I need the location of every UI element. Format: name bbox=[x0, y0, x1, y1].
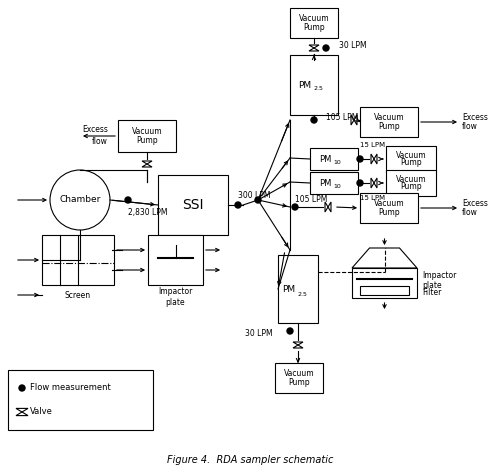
Text: PM: PM bbox=[282, 284, 295, 293]
Text: Excess: Excess bbox=[462, 199, 488, 208]
Bar bbox=[118, 120, 176, 152]
Text: Impactor
plate: Impactor plate bbox=[422, 271, 456, 290]
Bar bbox=[310, 172, 358, 194]
Circle shape bbox=[311, 117, 317, 123]
Bar bbox=[386, 170, 436, 196]
Text: 15 LPM: 15 LPM bbox=[360, 142, 385, 148]
Text: Vacuum: Vacuum bbox=[396, 174, 426, 184]
Text: flow: flow bbox=[92, 138, 108, 147]
Text: PM: PM bbox=[318, 179, 331, 188]
Text: Pump: Pump bbox=[303, 23, 325, 32]
Text: Filter: Filter bbox=[422, 288, 442, 297]
Bar bbox=[310, 148, 358, 170]
Text: Pump: Pump bbox=[378, 122, 400, 131]
Bar bbox=[360, 286, 409, 295]
Bar bbox=[386, 146, 436, 172]
Circle shape bbox=[235, 202, 241, 208]
Text: Vacuum: Vacuum bbox=[374, 199, 404, 208]
Text: 105 LPM: 105 LPM bbox=[295, 195, 328, 204]
Circle shape bbox=[292, 204, 298, 210]
Bar bbox=[278, 255, 318, 323]
Text: 10: 10 bbox=[333, 183, 341, 188]
Text: Excess: Excess bbox=[82, 125, 108, 134]
Circle shape bbox=[19, 385, 25, 391]
Text: Figure 4.  RDA sampler schematic: Figure 4. RDA sampler schematic bbox=[167, 455, 333, 465]
Text: 30 LPM: 30 LPM bbox=[339, 41, 366, 50]
Text: 15 LPM: 15 LPM bbox=[360, 195, 385, 201]
Bar bbox=[360, 193, 418, 223]
Bar bbox=[352, 268, 417, 298]
Text: Chamber: Chamber bbox=[60, 196, 100, 204]
Text: Excess: Excess bbox=[462, 113, 488, 122]
Text: PM: PM bbox=[298, 80, 311, 89]
Bar bbox=[148, 235, 203, 285]
Text: 2.5: 2.5 bbox=[297, 291, 307, 297]
Circle shape bbox=[125, 197, 131, 203]
Text: Pump: Pump bbox=[136, 136, 158, 145]
Bar bbox=[275, 363, 323, 393]
Text: PM: PM bbox=[318, 155, 331, 164]
Bar bbox=[290, 8, 338, 38]
Text: Pump: Pump bbox=[288, 378, 310, 387]
Circle shape bbox=[357, 156, 363, 162]
Text: Vacuum: Vacuum bbox=[374, 113, 404, 122]
Text: Pump: Pump bbox=[378, 208, 400, 217]
Text: Pump: Pump bbox=[400, 182, 422, 191]
Text: flow: flow bbox=[462, 122, 478, 131]
Circle shape bbox=[287, 328, 293, 334]
Text: 30 LPM: 30 LPM bbox=[246, 329, 273, 337]
Bar bbox=[290, 55, 338, 115]
Circle shape bbox=[323, 45, 329, 51]
Text: Pump: Pump bbox=[400, 158, 422, 167]
Text: 2,830 LPM: 2,830 LPM bbox=[128, 207, 168, 217]
Text: flow: flow bbox=[462, 208, 478, 217]
Circle shape bbox=[255, 197, 261, 203]
Circle shape bbox=[357, 180, 363, 186]
Text: Impactor
plate: Impactor plate bbox=[158, 287, 192, 307]
Bar bbox=[8, 370, 153, 430]
Text: Valve: Valve bbox=[30, 407, 53, 416]
Text: 2.5: 2.5 bbox=[313, 86, 323, 92]
Text: SSI: SSI bbox=[182, 198, 204, 212]
Text: Vacuum: Vacuum bbox=[396, 150, 426, 160]
Bar bbox=[42, 235, 114, 285]
Bar bbox=[360, 107, 418, 137]
Text: Vacuum: Vacuum bbox=[132, 127, 162, 136]
Text: Screen: Screen bbox=[65, 290, 91, 299]
Text: Flow measurement: Flow measurement bbox=[30, 384, 111, 392]
Bar bbox=[158, 175, 228, 235]
Text: Vacuum: Vacuum bbox=[298, 14, 330, 23]
Text: Vacuum: Vacuum bbox=[284, 369, 314, 378]
Text: 300 LPM: 300 LPM bbox=[238, 190, 270, 199]
Text: 10: 10 bbox=[333, 159, 341, 164]
Text: 105 LPM: 105 LPM bbox=[326, 113, 358, 123]
